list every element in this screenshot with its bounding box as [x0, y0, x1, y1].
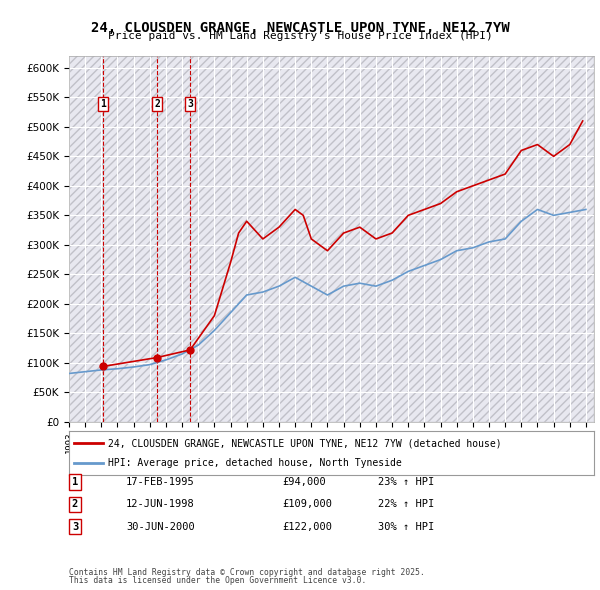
Text: 2: 2	[72, 500, 78, 509]
Text: 24, CLOUSDEN GRANGE, NEWCASTLE UPON TYNE, NE12 7YW: 24, CLOUSDEN GRANGE, NEWCASTLE UPON TYNE…	[91, 21, 509, 35]
Text: Price paid vs. HM Land Registry's House Price Index (HPI): Price paid vs. HM Land Registry's House …	[107, 31, 493, 41]
Text: 30% ↑ HPI: 30% ↑ HPI	[378, 522, 434, 532]
Text: Contains HM Land Registry data © Crown copyright and database right 2025.: Contains HM Land Registry data © Crown c…	[69, 568, 425, 577]
Text: 3: 3	[72, 522, 78, 532]
Text: 30-JUN-2000: 30-JUN-2000	[126, 522, 195, 532]
Text: 2: 2	[154, 99, 160, 109]
Text: 23% ↑ HPI: 23% ↑ HPI	[378, 477, 434, 487]
Text: £94,000: £94,000	[282, 477, 326, 487]
Text: 1: 1	[100, 99, 106, 109]
Text: £122,000: £122,000	[282, 522, 332, 532]
Text: £109,000: £109,000	[282, 500, 332, 509]
Text: 17-FEB-1995: 17-FEB-1995	[126, 477, 195, 487]
Text: This data is licensed under the Open Government Licence v3.0.: This data is licensed under the Open Gov…	[69, 576, 367, 585]
Text: 24, CLOUSDEN GRANGE, NEWCASTLE UPON TYNE, NE12 7YW (detached house): 24, CLOUSDEN GRANGE, NEWCASTLE UPON TYNE…	[109, 438, 502, 448]
Text: 12-JUN-1998: 12-JUN-1998	[126, 500, 195, 509]
Text: HPI: Average price, detached house, North Tyneside: HPI: Average price, detached house, Nort…	[109, 458, 402, 467]
Text: 22% ↑ HPI: 22% ↑ HPI	[378, 500, 434, 509]
Text: 1: 1	[72, 477, 78, 487]
Text: 3: 3	[187, 99, 193, 109]
